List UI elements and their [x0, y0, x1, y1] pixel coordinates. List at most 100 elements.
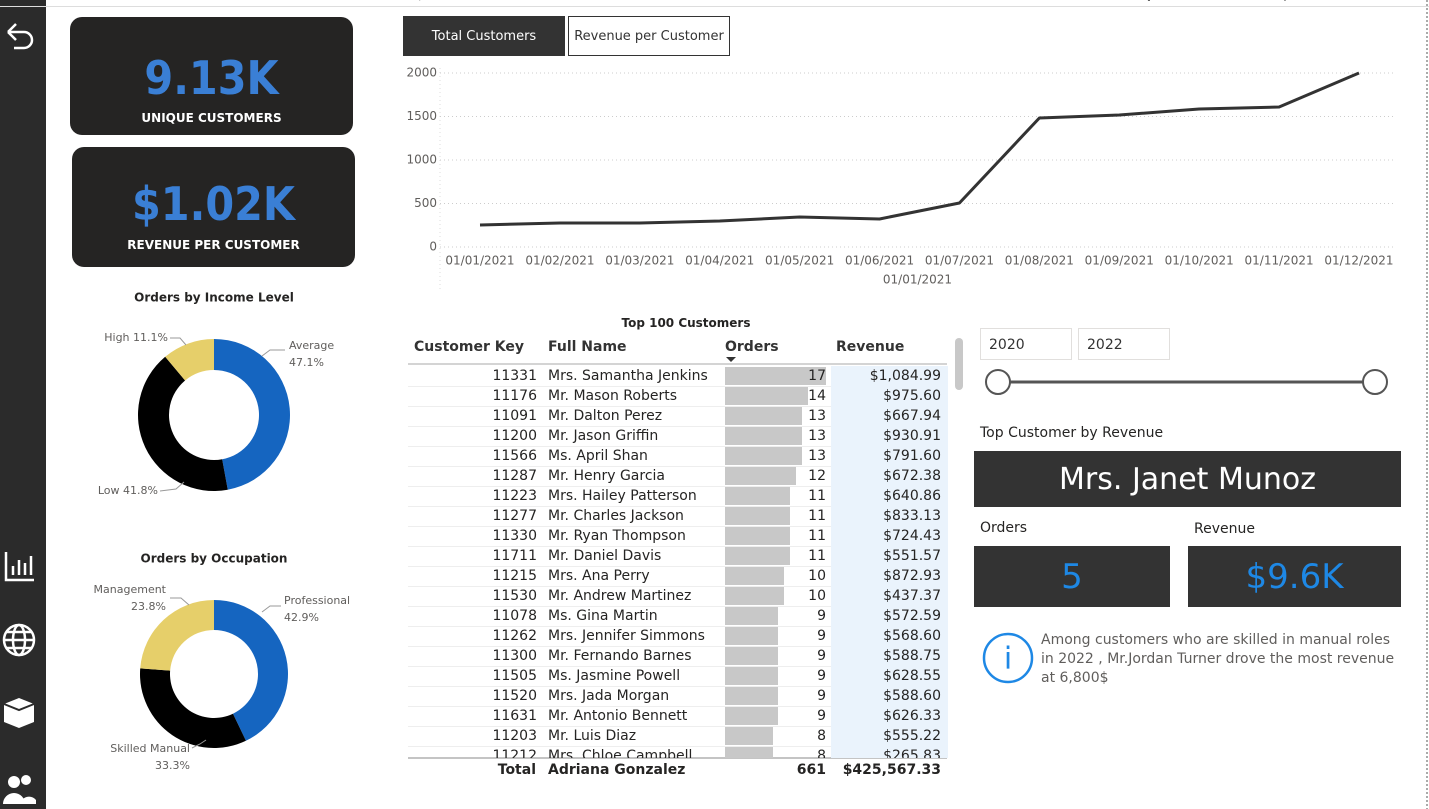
revenue: $724.43 — [883, 528, 941, 544]
full-name: Ms. Jasmine Powell — [548, 668, 681, 684]
tab[interactable]: Revenue per Customer — [568, 16, 730, 56]
column-header[interactable]: Full Name — [548, 339, 627, 355]
orders-bar — [725, 567, 785, 585]
customer-key: 11520 — [492, 688, 537, 704]
tab[interactable]: Total Customers — [403, 16, 565, 56]
y-tick-label: 1000 — [406, 153, 437, 167]
customer-key: 11215 — [492, 568, 537, 584]
customer-key: 11300 — [492, 648, 537, 664]
ribbon-tab: Copilot — [1248, 0, 1328, 2]
slider-handle[interactable] — [1362, 369, 1388, 395]
customer-key: 11505 — [492, 668, 537, 684]
orders-value: 5 — [974, 546, 1170, 607]
table-row: 11078 Ms. Gina Martin 9 $572.59 — [408, 606, 948, 627]
y-tick-label: 1500 — [406, 109, 437, 123]
date-input[interactable]: 2022 — [1078, 328, 1170, 360]
x-tick-label: 01/12/2021 — [1324, 254, 1393, 268]
total-orders: 661 — [796, 762, 826, 778]
card-title: Revenue — [1194, 521, 1255, 537]
revenue: $588.75 — [883, 648, 941, 664]
orders: 11 — [808, 508, 826, 524]
orders: 9 — [817, 688, 826, 704]
revenue: $975.60 — [883, 388, 941, 404]
data-label-name: Management — [94, 583, 167, 596]
data-label: Low 41.8% — [98, 484, 158, 497]
data-label-name: High — [104, 331, 129, 344]
ribbon-tab: Queries — [393, 0, 473, 2]
table-row: 11200 Mr. Jason Griffin 13 $930.91 — [408, 426, 948, 447]
customer-key: 11530 — [492, 588, 537, 604]
box-icon[interactable] — [3, 698, 35, 728]
info-icon-glyph: i — [1004, 642, 1012, 677]
x-tick-label: 01/01/2021 — [445, 254, 514, 268]
date-input[interactable]: 2020 — [980, 328, 1072, 360]
kpi-card: $1.02K REVENUE PER CUSTOMER — [72, 147, 355, 267]
full-name: Mr. Fernando Barnes — [548, 648, 692, 664]
leader-line — [191, 739, 207, 749]
revenue-cell-bg — [831, 626, 948, 646]
customer-key: 11287 — [492, 468, 537, 484]
line-series — [479, 71, 1360, 227]
table-row: 11505 Ms. Jasmine Powell 9 $628.55 — [408, 666, 948, 687]
customer-key: 11331 — [492, 368, 537, 384]
revenue: $588.60 — [883, 688, 941, 704]
data-label-value: 11.1% — [133, 331, 168, 344]
column-header[interactable]: Orders — [725, 339, 779, 355]
customer-key: 11631 — [492, 708, 537, 724]
data-label-name: Professional — [284, 594, 350, 607]
x-tick-label: 01/09/2021 — [1085, 254, 1154, 268]
orders-bar — [725, 687, 779, 705]
x-axis-title: 01/01/2021 — [883, 273, 952, 287]
table-title: Top 100 Customers — [621, 316, 751, 330]
data-label-value: 47.1% — [289, 356, 324, 369]
revenue: $265.83 — [883, 748, 941, 758]
full-name: Mr. Jason Griffin — [548, 428, 659, 444]
full-name: Mrs. Jennifer Simmons — [548, 628, 705, 644]
full-name: Mr. Antonio Bennett — [548, 708, 688, 724]
revenue-cell-bg — [831, 526, 948, 546]
revenue-cell-bg — [831, 606, 948, 626]
x-tick-label: 01/08/2021 — [1005, 254, 1074, 268]
orders: 10 — [808, 568, 826, 584]
donut-segment — [214, 600, 289, 741]
revenue-value: $9.6K — [1188, 546, 1401, 607]
globe-icon[interactable] — [2, 623, 36, 657]
table-row: 11711 Mr. Daniel Davis 11 $551.57 — [408, 546, 948, 567]
orders-bar — [725, 467, 797, 485]
data-label-value: 41.8% — [123, 484, 158, 497]
column-header[interactable]: Revenue — [836, 339, 905, 355]
table-row: 11223 Mrs. Hailey Patterson 11 $640.86 — [408, 486, 948, 507]
customer-key: 11200 — [492, 428, 537, 444]
orders: 12 — [808, 468, 826, 484]
revenue-cell-bg — [831, 506, 948, 526]
orders-bar — [725, 547, 791, 565]
ribbon-tab: Data — [156, 0, 236, 2]
orders-bar — [725, 727, 773, 745]
scrollbar[interactable] — [955, 338, 963, 390]
customer-key: 11223 — [492, 488, 537, 504]
revenue: $667.94 — [883, 408, 941, 424]
report-icon[interactable] — [4, 552, 34, 582]
slider-handle[interactable] — [985, 369, 1011, 395]
revenue: $833.13 — [883, 508, 941, 524]
sort-arrow — [726, 357, 736, 362]
full-name: Mr. Charles Jackson — [548, 508, 684, 524]
people-icon[interactable] — [3, 775, 36, 804]
full-name: Mr. Andrew Martinez — [548, 588, 692, 604]
data-label-name: Skilled Manual — [110, 742, 190, 755]
full-name: Mrs. Ana Perry — [548, 568, 650, 584]
card-title: Orders — [980, 520, 1028, 536]
revenue: $640.86 — [883, 488, 941, 504]
column-header[interactable]: Customer Key — [414, 339, 524, 355]
leader-line — [261, 349, 285, 357]
revenue-cell-bg — [831, 646, 948, 666]
data-label-value: 42.9% — [284, 611, 319, 624]
back-icon[interactable] — [7, 23, 34, 50]
chart-title: Orders by Occupation — [141, 552, 288, 566]
y-tick-label: 500 — [414, 196, 437, 210]
revenue-cell-bg — [831, 426, 948, 446]
orders: 9 — [817, 648, 826, 664]
orders-bar — [725, 527, 791, 545]
orders-bar — [725, 607, 779, 625]
